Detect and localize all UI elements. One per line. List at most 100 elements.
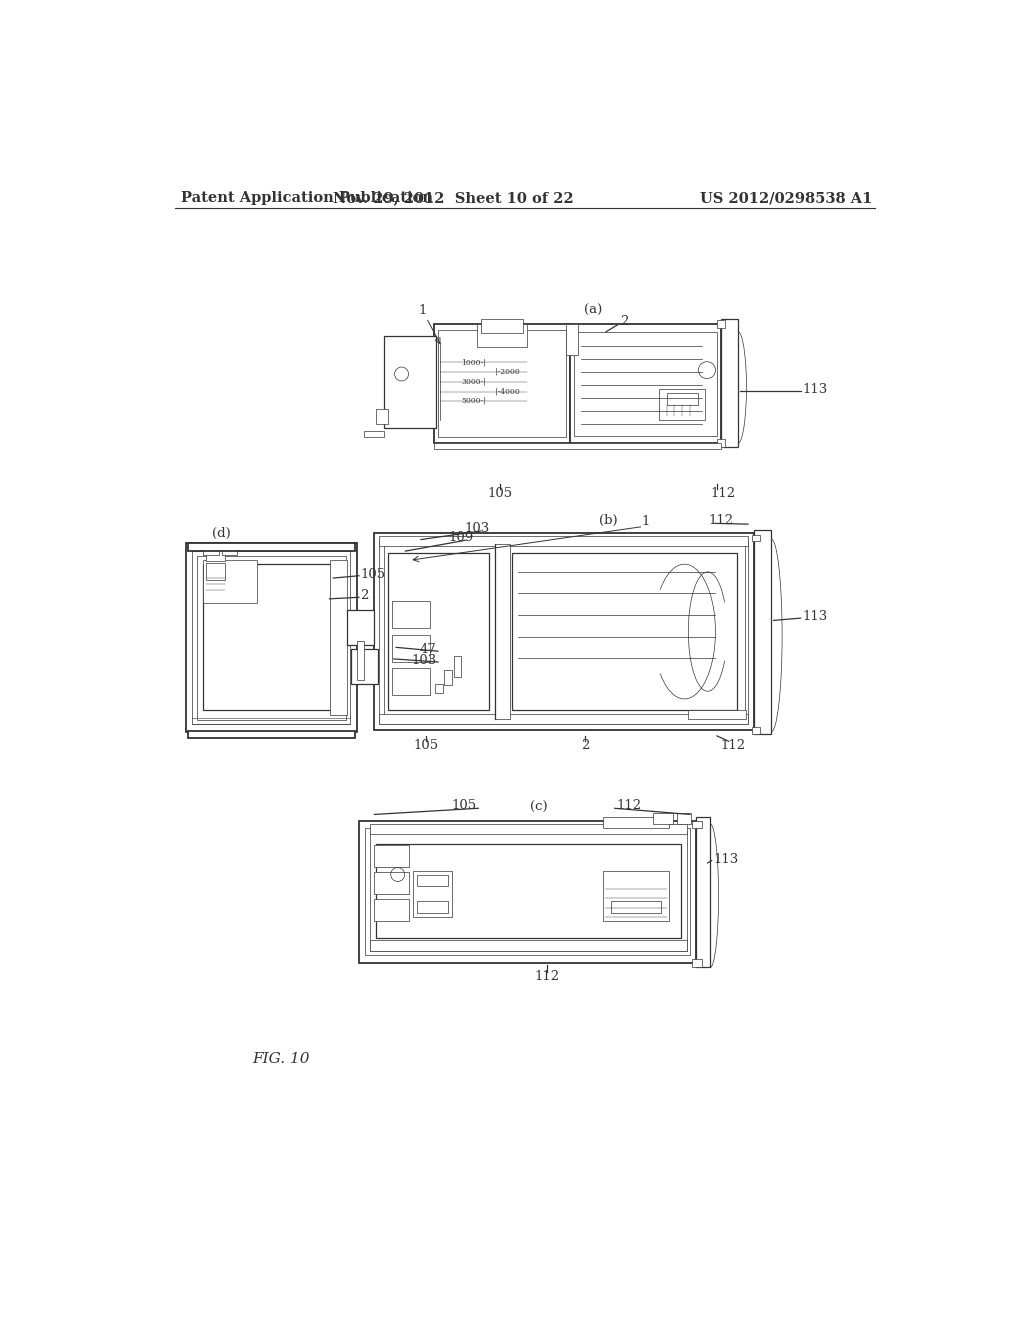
Bar: [414, 871, 452, 917]
Bar: [330, 561, 346, 715]
Bar: [222, 549, 238, 554]
Text: 112: 112: [534, 970, 559, 983]
Bar: [477, 323, 527, 347]
Bar: [692, 821, 701, 829]
Bar: [370, 940, 687, 950]
Bar: [752, 535, 760, 541]
Bar: [379, 714, 748, 723]
Bar: [566, 323, 578, 355]
Bar: [495, 544, 510, 719]
Bar: [384, 544, 744, 719]
Bar: [203, 560, 257, 603]
Text: FIG. 10: FIG. 10: [252, 1052, 309, 1067]
Text: 113: 113: [802, 383, 827, 396]
Bar: [658, 389, 706, 420]
Text: 112: 112: [616, 799, 641, 812]
Bar: [366, 829, 690, 956]
Text: 105: 105: [452, 799, 477, 812]
Bar: [480, 319, 523, 333]
Text: 112: 112: [709, 513, 733, 527]
Text: (d): (d): [212, 527, 230, 540]
Text: 47: 47: [420, 643, 436, 656]
Bar: [379, 536, 748, 545]
Bar: [388, 553, 489, 710]
Bar: [357, 642, 364, 680]
Bar: [351, 649, 378, 684]
Bar: [688, 710, 746, 719]
Bar: [755, 529, 771, 734]
Bar: [611, 900, 662, 913]
Bar: [717, 440, 725, 447]
Bar: [653, 813, 673, 825]
Bar: [376, 843, 681, 939]
Text: 103: 103: [412, 653, 436, 667]
Bar: [667, 393, 697, 405]
Text: 112: 112: [720, 739, 745, 752]
Text: 112: 112: [711, 487, 736, 500]
Text: 2: 2: [360, 589, 369, 602]
Bar: [692, 960, 701, 966]
Bar: [206, 548, 225, 561]
Text: Nov. 29, 2012  Sheet 10 of 22: Nov. 29, 2012 Sheet 10 of 22: [333, 191, 573, 206]
Bar: [752, 727, 760, 734]
Text: 105: 105: [360, 568, 386, 581]
Bar: [375, 873, 410, 894]
Text: |-4000: |-4000: [495, 388, 519, 396]
Bar: [203, 549, 219, 554]
Bar: [347, 610, 375, 645]
Bar: [434, 444, 721, 449]
Text: 1: 1: [641, 515, 650, 528]
Bar: [603, 817, 669, 829]
Bar: [187, 730, 355, 738]
Bar: [197, 556, 346, 719]
Text: 105: 105: [414, 739, 439, 752]
Bar: [193, 552, 350, 725]
Bar: [391, 601, 430, 628]
Bar: [187, 544, 355, 552]
Bar: [603, 871, 669, 921]
Text: US 2012/0298538 A1: US 2012/0298538 A1: [699, 191, 872, 206]
Bar: [417, 902, 449, 913]
Bar: [203, 564, 331, 710]
Bar: [359, 821, 696, 964]
Bar: [569, 323, 721, 444]
Bar: [365, 432, 384, 437]
Bar: [438, 330, 566, 437]
Bar: [206, 562, 225, 579]
Text: 113: 113: [802, 610, 827, 623]
Bar: [512, 553, 737, 710]
Text: Patent Application Publication: Patent Application Publication: [180, 191, 433, 206]
Bar: [717, 321, 725, 327]
Text: (c): (c): [530, 801, 548, 814]
Bar: [186, 544, 356, 733]
Bar: [677, 813, 690, 825]
Text: (b): (b): [599, 513, 617, 527]
Bar: [417, 875, 449, 886]
Bar: [375, 533, 755, 730]
Bar: [454, 656, 461, 677]
Bar: [721, 318, 738, 447]
Bar: [444, 669, 452, 685]
Bar: [370, 832, 687, 950]
Text: 103: 103: [464, 521, 489, 535]
Bar: [379, 540, 748, 723]
Bar: [370, 824, 687, 834]
Bar: [375, 845, 410, 867]
Text: 5000-|: 5000-|: [461, 397, 486, 405]
Bar: [391, 635, 430, 663]
Text: 113: 113: [713, 853, 738, 866]
Text: 1000-|: 1000-|: [461, 359, 486, 367]
Bar: [696, 817, 710, 966]
Text: 109: 109: [449, 531, 474, 544]
Text: 2: 2: [620, 315, 628, 329]
Text: 3000-|: 3000-|: [461, 378, 486, 385]
Text: 1: 1: [419, 305, 427, 317]
Bar: [435, 684, 442, 693]
Text: 105: 105: [487, 487, 513, 500]
Bar: [434, 323, 569, 444]
Bar: [391, 668, 430, 696]
Text: |-2000: |-2000: [495, 368, 519, 376]
Text: (a): (a): [584, 305, 602, 317]
Bar: [376, 409, 388, 424]
Bar: [375, 899, 410, 921]
